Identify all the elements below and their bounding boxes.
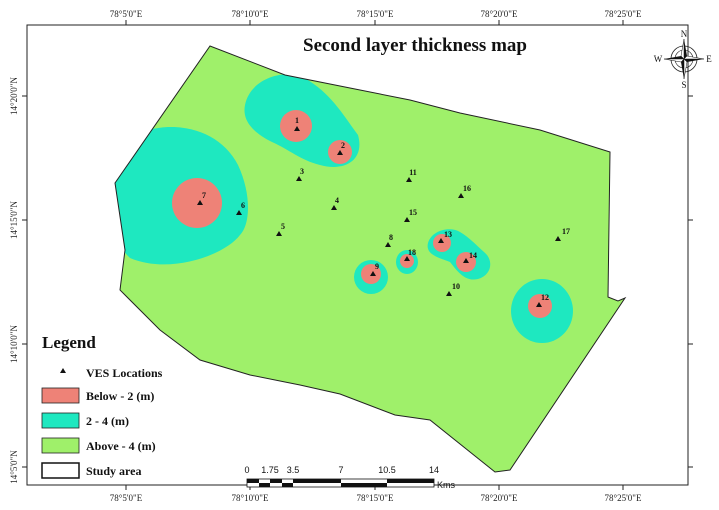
map-title: Second layer thickness map — [303, 35, 527, 56]
ves-point: 17 — [555, 227, 570, 241]
ves-point: 8 — [385, 233, 393, 247]
svg-text:9: 9 — [375, 262, 379, 271]
study-area-outline — [114, 45, 627, 473]
ves-point: 6 — [236, 201, 245, 215]
legend-label: Study area — [86, 464, 141, 478]
legend-label: Above - 4 (m) — [86, 439, 156, 453]
ves-point: 18 — [404, 248, 416, 261]
study-area-polygon — [115, 46, 625, 472]
svg-text:3: 3 — [300, 167, 304, 176]
bottom-tick-label: 78°10'0"E — [232, 493, 269, 503]
top-tick-label: 78°25'0"E — [605, 9, 642, 19]
svg-text:10: 10 — [452, 282, 460, 291]
svg-text:7: 7 — [202, 191, 206, 200]
ves-point: 5 — [276, 222, 285, 236]
svg-text:1: 1 — [295, 116, 299, 125]
svg-text:6: 6 — [241, 201, 245, 210]
zone-below-2-ves7 — [172, 178, 222, 228]
ves-point: 13 — [438, 230, 452, 243]
legend-title: Legend — [42, 333, 96, 352]
compass-rose-icon: N S W E — [654, 29, 713, 90]
scale-label: 14 — [429, 465, 439, 475]
bottom-tick-label: 78°5'0"E — [110, 493, 143, 503]
ves-point: 3 — [296, 167, 304, 181]
svg-text:14: 14 — [469, 251, 477, 260]
svg-text:11: 11 — [409, 168, 417, 177]
ves-point: 14 — [463, 251, 477, 263]
legend-swatch-2-4 — [41, 412, 80, 429]
ves-point: 11 — [406, 168, 417, 182]
ves-point: 12 — [536, 293, 549, 307]
zone-below-2-ves1 — [280, 110, 312, 142]
svg-text:12: 12 — [541, 293, 549, 302]
legend-label: Below - 2 (m) — [86, 389, 154, 403]
svg-text:15: 15 — [409, 208, 417, 217]
bottom-tick-label: 78°15'0"E — [357, 493, 394, 503]
svg-text:13: 13 — [444, 230, 452, 239]
scale-label: 10.5 — [378, 465, 396, 475]
ves-point: 2 — [337, 141, 345, 155]
svg-text:4: 4 — [335, 196, 339, 205]
ves-points: 1 2 3 4 5 6 7 8 9 10 11 12 13 14 15 16 1… — [197, 116, 570, 307]
scale-bar: 0 1.75 3.5 7 10.5 14 Kms — [244, 465, 455, 490]
zone-below-2-ves9 — [361, 264, 381, 284]
left-tick-label: 14°20'0"N — [9, 77, 19, 115]
svg-text:17: 17 — [562, 227, 570, 236]
scale-label: 3.5 — [287, 465, 300, 475]
right-axis — [688, 95, 693, 468]
legend: Legend VES Locations Below - 2 (m) 2 - 4… — [41, 333, 163, 479]
ves-point: 16 — [458, 184, 471, 198]
top-axis: 78°5'0"E 78°10'0"E 78°15'0"E 78°20'0"E 7… — [110, 9, 642, 25]
ves-point: 4 — [331, 196, 339, 210]
svg-text:5: 5 — [281, 222, 285, 231]
svg-text:16: 16 — [463, 184, 471, 193]
scale-label: 7 — [338, 465, 343, 475]
legend-triangle-icon — [60, 368, 66, 373]
legend-label: VES Locations — [86, 366, 163, 380]
left-axis: 14°20'0"N 14°15'0"N 14°10'0"N 14°5'0"N — [9, 77, 27, 484]
legend-label: 2 - 4 (m) — [86, 414, 129, 428]
ves-point: 9 — [370, 262, 379, 276]
left-tick-label: 14°10'0"N — [9, 325, 19, 363]
bottom-axis: 78°5'0"E 78°10'0"E 78°15'0"E 78°20'0"E 7… — [110, 485, 642, 503]
svg-text:8: 8 — [389, 233, 393, 242]
scale-label: 0 — [244, 465, 249, 475]
top-tick-label: 78°20'0"E — [481, 9, 518, 19]
svg-text:2: 2 — [341, 141, 345, 150]
compass-n: N — [681, 29, 688, 39]
bottom-tick-label: 78°25'0"E — [605, 493, 642, 503]
legend-swatch-above-4 — [41, 437, 80, 454]
left-tick-label: 14°15'0"N — [9, 201, 19, 239]
ves-point: 1 — [294, 116, 300, 131]
legend-swatch-study-area — [41, 462, 80, 479]
ves-point: 15 — [404, 208, 417, 222]
top-tick-label: 78°10'0"E — [232, 9, 269, 19]
compass-e: E — [706, 54, 712, 64]
ves-point: 10 — [446, 282, 460, 296]
top-tick-label: 78°15'0"E — [357, 9, 394, 19]
compass-s: S — [681, 80, 686, 90]
compass-w: W — [654, 54, 663, 64]
left-tick-label: 14°5'0"N — [9, 450, 19, 484]
scale-unit: Kms — [437, 480, 456, 490]
ves-point: 7 — [197, 191, 206, 205]
svg-text:18: 18 — [408, 248, 416, 257]
top-tick-label: 78°5'0"E — [110, 9, 143, 19]
legend-swatch-below-2 — [41, 387, 80, 404]
scale-label: 1.75 — [261, 465, 279, 475]
bottom-tick-label: 78°20'0"E — [481, 493, 518, 503]
